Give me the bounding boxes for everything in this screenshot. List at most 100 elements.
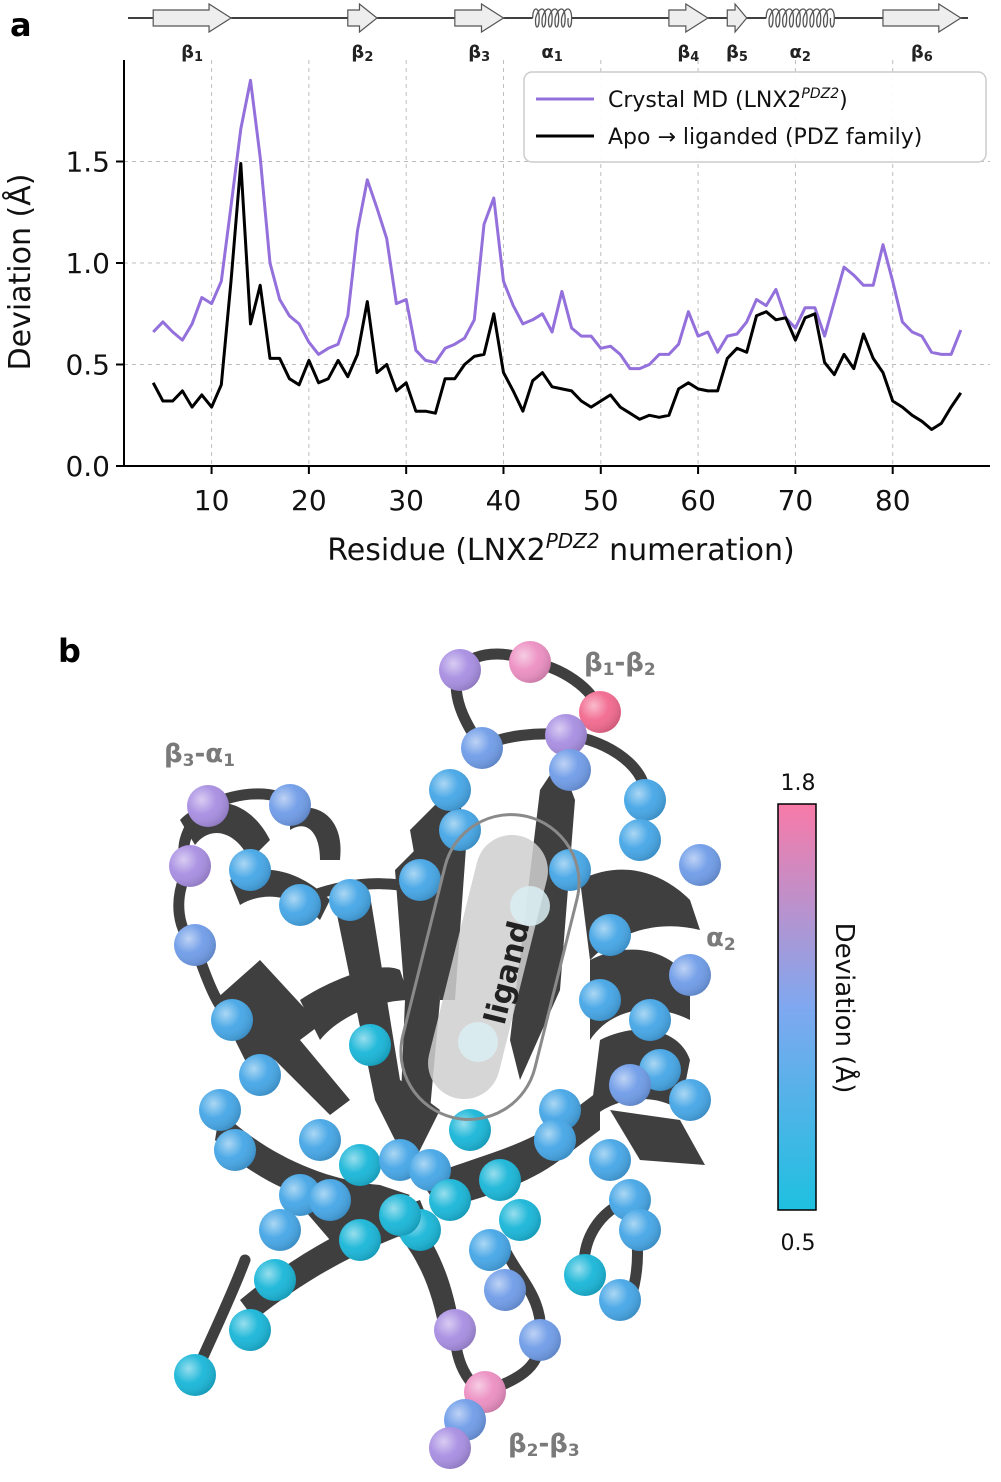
residue-sphere-shading xyxy=(545,714,587,756)
ss-helix-coil xyxy=(532,8,573,28)
residue-sphere-shading xyxy=(624,779,666,821)
residue-sphere-shading xyxy=(461,727,503,769)
ss-element-label: α2 xyxy=(790,42,811,65)
residue-sphere-shading xyxy=(589,914,631,956)
residue-sphere-shading xyxy=(339,1144,381,1186)
residue-sphere-shading xyxy=(679,844,721,886)
residue-sphere-shading xyxy=(609,1064,651,1106)
ss-strand-arrow xyxy=(668,2,709,34)
residue-sphere-shading xyxy=(499,1199,541,1241)
residue-sphere-shading xyxy=(229,849,271,891)
residue-sphere-shading xyxy=(434,1309,476,1351)
ss-element-label: β3 xyxy=(468,42,490,65)
ss-strand-arrow xyxy=(152,2,233,34)
residue-sphere-shading xyxy=(669,1079,711,1121)
deviation-line-chart: 10 20 30 40 50 60 70 80 0.0 0.5 1.0 1.5 Residue (LN… xyxy=(2,60,990,568)
ss-strand-arrow xyxy=(454,2,505,34)
ss-helix-coil xyxy=(765,8,835,28)
residue-sphere-shading xyxy=(379,1194,421,1236)
residue-sphere-shading xyxy=(579,691,621,733)
ligand-atom xyxy=(458,1022,498,1062)
ss-element-label: β4 xyxy=(677,42,699,65)
residue-sphere-shading xyxy=(479,1159,521,1201)
residue-sphere-shading xyxy=(519,1319,561,1361)
residue-sphere-shading xyxy=(229,1309,271,1351)
series-line-crystal-md xyxy=(152,78,963,371)
ligand-outline xyxy=(399,813,581,1121)
chart-legend: Crystal MD (LNX2PDZ2) Apo → liganded (PD… xyxy=(523,71,987,163)
legend-label-apo-liganded: Apo → liganded (PDZ family) xyxy=(608,125,922,150)
x-tick-label: 30 xyxy=(388,484,424,517)
y-tick-label: 0.5 xyxy=(65,349,110,382)
colorbar-min-label: 0.5 xyxy=(781,1231,816,1256)
ss-element-label: β2 xyxy=(351,42,373,65)
y-axis-title: Deviation (Å) xyxy=(2,174,38,371)
x-tick-label: 60 xyxy=(680,484,716,517)
legend-label-crystal-md: Crystal MD (LNX2PDZ2) xyxy=(608,86,848,113)
residue-sphere-shading xyxy=(549,849,591,891)
residue-sphere-shading xyxy=(174,1354,216,1396)
residue-sphere-shading xyxy=(429,769,471,811)
residue-sphere-shading xyxy=(509,641,551,683)
x-tick-label: 40 xyxy=(486,484,522,517)
residue-sphere-shading xyxy=(549,749,591,791)
residue-sphere-shading xyxy=(589,1139,631,1181)
residue-sphere-shading xyxy=(199,1089,241,1131)
residue-sphere-shading xyxy=(214,1129,256,1171)
residue-sphere-shading xyxy=(599,1279,641,1321)
residue-sphere-shading xyxy=(564,1254,606,1296)
residue-sphere-shading xyxy=(254,1259,296,1301)
legend-box xyxy=(523,71,987,163)
residue-sphere-shading xyxy=(329,879,371,921)
residue-sphere-shading xyxy=(619,1209,661,1251)
y-tick-label: 0.0 xyxy=(65,450,110,483)
y-tick-label: 1.5 xyxy=(65,146,110,179)
region-label-b1-b2: β1-β2 xyxy=(584,648,656,680)
residue-sphere-shading xyxy=(409,1149,451,1191)
residue-sphere-shading xyxy=(279,884,321,926)
residue-sphere-shading xyxy=(429,1427,471,1469)
colorbar-gradient xyxy=(777,803,817,1211)
residue-sphere-shading xyxy=(299,1119,341,1161)
ss-strand-arrow xyxy=(726,2,748,34)
ss-element-label: β6 xyxy=(911,42,933,65)
residue-sphere-shading xyxy=(484,1269,526,1311)
panel-b-letter: b xyxy=(58,632,81,670)
residue-sphere-shading xyxy=(174,924,216,966)
region-label-a2: α2 xyxy=(706,923,736,955)
residue-sphere-shading xyxy=(439,809,481,851)
colorbar: 1.8 0.5 Deviation (Å) xyxy=(777,771,861,1256)
secondary-structure-track: β1 β2 β3 α1 β4 β5 α2 β6 xyxy=(128,2,968,65)
axis-ticks: 10 20 30 40 50 60 70 80 0.0 0.5 1.0 1.5 xyxy=(65,146,910,518)
residue-sphere-shading xyxy=(349,1024,391,1066)
series-line-apo-liganded xyxy=(151,162,963,431)
chart-series-layer xyxy=(151,78,963,431)
x-tick-label: 80 xyxy=(875,484,911,517)
ss-strand-arrow xyxy=(347,2,378,34)
residue-sphere-shading xyxy=(239,1054,281,1096)
ss-element-label: α1 xyxy=(541,42,562,65)
residue-sphere-shading xyxy=(629,999,671,1041)
region-label-b2-b3: β2-β3 xyxy=(508,1429,580,1461)
ss-element-label: β1 xyxy=(181,42,203,65)
residue-sphere-shading xyxy=(439,649,481,691)
residue-sphere-shading xyxy=(309,1179,351,1221)
x-axis-title: Residue (LNX2PDZ2 numeration) xyxy=(327,529,795,568)
ligand-atom xyxy=(510,886,550,926)
ss-strand-arrow xyxy=(882,2,962,34)
residue-sphere-shading xyxy=(187,785,229,827)
colorbar-max-label: 1.8 xyxy=(781,771,816,796)
region-label-b3-a1: β3-α1 xyxy=(164,739,235,771)
y-tick-label: 1.0 xyxy=(65,247,110,280)
residue-sphere-shading xyxy=(339,1219,381,1261)
residue-sphere-shading xyxy=(211,999,253,1041)
residue-sphere-shading xyxy=(469,1229,511,1271)
residue-sphere-shading xyxy=(399,859,441,901)
residue-sphere-shading xyxy=(169,845,211,887)
residue-sphere-shading xyxy=(269,784,311,826)
residue-sphere-shading xyxy=(449,1109,491,1151)
panel-a-letter: a xyxy=(10,6,32,44)
residue-spheres xyxy=(169,641,721,1469)
x-tick-label: 50 xyxy=(583,484,619,517)
